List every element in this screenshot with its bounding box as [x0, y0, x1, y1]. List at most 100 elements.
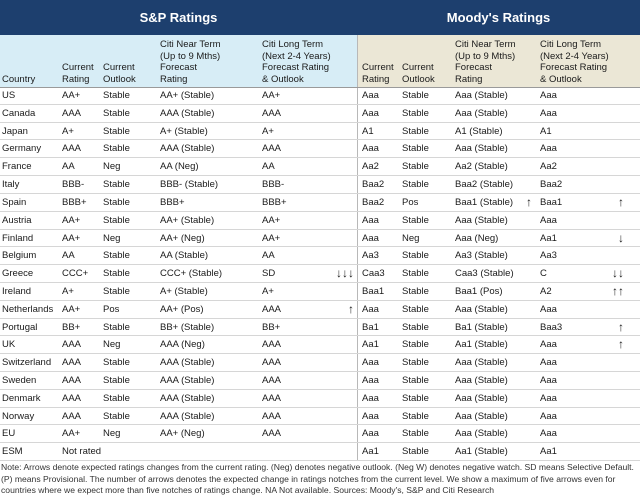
row-divider [0, 246, 640, 248]
moodys-cell: Stable [402, 375, 429, 386]
sp-cell: AA+ (Neg) [160, 428, 205, 440]
moodys-cell: Aaa [540, 357, 557, 369]
sp-cell: BB+ [262, 321, 281, 333]
sp-cell: A+ [262, 125, 274, 137]
moodys-cell: Stable [402, 268, 429, 280]
moodys-cell: Aaa [540, 339, 557, 351]
moodys-cell: Aaa [540, 214, 557, 226]
moodys-near-arrow: ↑ [526, 194, 532, 209]
sp-cell: AAA [262, 107, 282, 119]
sp-header-band [0, 35, 357, 87]
row-divider [0, 228, 640, 230]
moodys-cell: Aaa (Stable) [455, 410, 508, 422]
header-line: Rating [362, 73, 390, 85]
moodys-cell: Aaa [540, 392, 557, 404]
moodys-cell: Stable [402, 339, 429, 351]
section-divider [357, 35, 358, 461]
sp-cell: AA+ [262, 214, 281, 226]
moodys-cell: Aa3 [362, 250, 379, 262]
moodys-cell: Ba1 (Stable) [455, 321, 508, 333]
moodys-cell: Aa2 [540, 161, 557, 173]
header-line: Country [2, 73, 36, 85]
column-headers: Country Current Rating Current Outlook Citi N… [0, 35, 640, 85]
row-divider [0, 192, 640, 194]
moodys-cell: Aaa (Stable) [455, 143, 508, 155]
header-rule [0, 87, 640, 88]
moodys-cell: Aaa [362, 303, 379, 315]
sp-cell: BB+ (Stable) [160, 321, 215, 333]
column-header: Current Outlook [103, 62, 136, 85]
sp-cell: AAA [62, 357, 82, 369]
moodys-long-arrow: ↓↓ [612, 266, 624, 281]
row-divider [0, 424, 640, 426]
moodys-cell: Baa2 [362, 179, 385, 190]
moodys-cell: Aaa [362, 107, 379, 119]
sp-cell: Stable [103, 90, 130, 101]
country-cell: Switzerland [2, 357, 52, 369]
header-line: Citi Long Term [540, 39, 602, 50]
sp-cell: BB+ [62, 321, 81, 333]
moodys-cell: Aa3 (Stable) [455, 250, 508, 262]
row-divider [0, 264, 640, 266]
moodys-cell: Baa2 [362, 196, 385, 208]
sp-cell: AA (Neg) [160, 161, 199, 173]
header-line: (Up to 9 Mths) [455, 50, 516, 62]
moodys-cell: Stable [402, 179, 429, 190]
moodys-cell: Stable [402, 303, 429, 315]
moodys-cell: Stable [402, 161, 429, 173]
row-divider [0, 335, 640, 337]
moodys-cell: Aaa (Stable) [455, 392, 508, 404]
row-divider [0, 460, 640, 461]
country-cell: US [2, 90, 16, 101]
sp-cell: AA+ (Pos) [160, 303, 204, 315]
sp-cell: Stable [103, 196, 130, 208]
header-line: Outlook [103, 73, 136, 85]
moodys-long-arrow: ↓ [618, 230, 624, 245]
sp-cell: AAA [262, 428, 282, 440]
moodys-cell: Stable [402, 410, 429, 422]
moodys-cell: Caa3 (Stable) [455, 268, 514, 280]
sp-cell: AAA [62, 392, 82, 404]
country-cell: Denmark [2, 392, 41, 404]
moodys-cell: Aaa (Stable) [455, 107, 508, 119]
sp-cell: AAA [262, 339, 282, 351]
sp-cell: SD [262, 268, 276, 280]
sp-cell: Stable [103, 357, 130, 369]
sp-cell: AA [62, 161, 75, 173]
sp-cell: BBB- [62, 179, 85, 190]
moodys-cell: Aaa (Stable) [455, 375, 508, 386]
row-divider [0, 103, 640, 105]
sp-cell: AA+ [262, 232, 281, 244]
header-line: Forecast Rating [540, 62, 608, 73]
sp-cell: AAA (Stable) [160, 410, 215, 422]
moodys-cell: Aaa (Stable) [455, 303, 508, 315]
header-line: (Next 2-4 Years) [262, 50, 331, 62]
sp-cell: AAA (Stable) [160, 143, 215, 155]
sp-cell: BBB- (Stable) [160, 179, 219, 190]
moodys-cell: Aaa [362, 214, 379, 226]
sp-cell: AAA [262, 303, 282, 315]
sp-cell: BBB+ [262, 196, 287, 208]
moodys-cell: Aa2 (Stable) [455, 161, 508, 173]
sp-cell: Stable [103, 268, 130, 280]
sp-cell: Stable [103, 321, 130, 333]
moodys-cell: Aa3 [540, 250, 557, 262]
row-divider [0, 299, 640, 301]
sp-cell: Stable [103, 285, 130, 297]
moodys-cell: Aaa [362, 428, 379, 440]
moodys-cell: Ba1 [362, 321, 379, 333]
sp-cell: CCC+ (Stable) [160, 268, 223, 280]
sp-cell: BBB+ [160, 196, 185, 208]
sp-cell: AAA [62, 410, 82, 422]
sp-cell: AA+ [62, 214, 81, 226]
header-line: & Outlook [262, 73, 304, 85]
moodys-cell: Stable [402, 357, 429, 369]
moodys-title: Moody's Ratings [446, 10, 551, 25]
moodys-cell: C [540, 268, 547, 280]
sp-cell: Stable [103, 143, 130, 155]
country-cell: ESM [2, 446, 23, 458]
column-header: Current Outlook [402, 62, 435, 85]
sp-cell: Stable [103, 214, 130, 226]
moodys-cell: Baa1 (Stable) [455, 196, 514, 208]
